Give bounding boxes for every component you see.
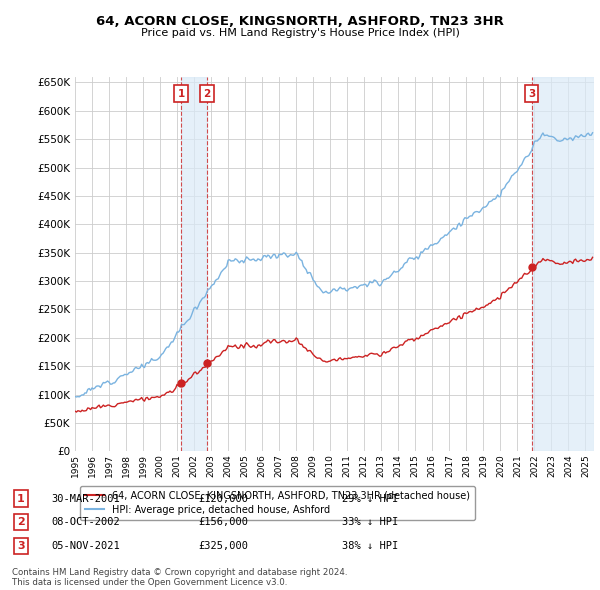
Text: 3: 3 <box>17 541 25 550</box>
Text: Price paid vs. HM Land Registry's House Price Index (HPI): Price paid vs. HM Land Registry's House … <box>140 28 460 38</box>
Text: Contains HM Land Registry data © Crown copyright and database right 2024.
This d: Contains HM Land Registry data © Crown c… <box>12 568 347 587</box>
Text: 64, ACORN CLOSE, KINGSNORTH, ASHFORD, TN23 3HR: 64, ACORN CLOSE, KINGSNORTH, ASHFORD, TN… <box>96 15 504 28</box>
Text: 33% ↓ HPI: 33% ↓ HPI <box>342 517 398 527</box>
Legend: 64, ACORN CLOSE, KINGSNORTH, ASHFORD, TN23 3HR (detached house), HPI: Average pr: 64, ACORN CLOSE, KINGSNORTH, ASHFORD, TN… <box>80 486 475 520</box>
Text: 29% ↓ HPI: 29% ↓ HPI <box>342 494 398 503</box>
Text: £325,000: £325,000 <box>198 541 248 550</box>
Text: 1: 1 <box>17 494 25 503</box>
Bar <box>181 77 207 451</box>
Text: £120,000: £120,000 <box>198 494 248 503</box>
Text: 1: 1 <box>178 88 185 99</box>
Text: 2: 2 <box>17 517 25 527</box>
Text: 05-NOV-2021: 05-NOV-2021 <box>51 541 120 550</box>
Text: £156,000: £156,000 <box>198 517 248 527</box>
Text: 3: 3 <box>528 88 535 99</box>
Bar <box>532 77 594 451</box>
Text: 38% ↓ HPI: 38% ↓ HPI <box>342 541 398 550</box>
Text: 2: 2 <box>203 88 211 99</box>
Text: 30-MAR-2001: 30-MAR-2001 <box>51 494 120 503</box>
Text: 08-OCT-2002: 08-OCT-2002 <box>51 517 120 527</box>
